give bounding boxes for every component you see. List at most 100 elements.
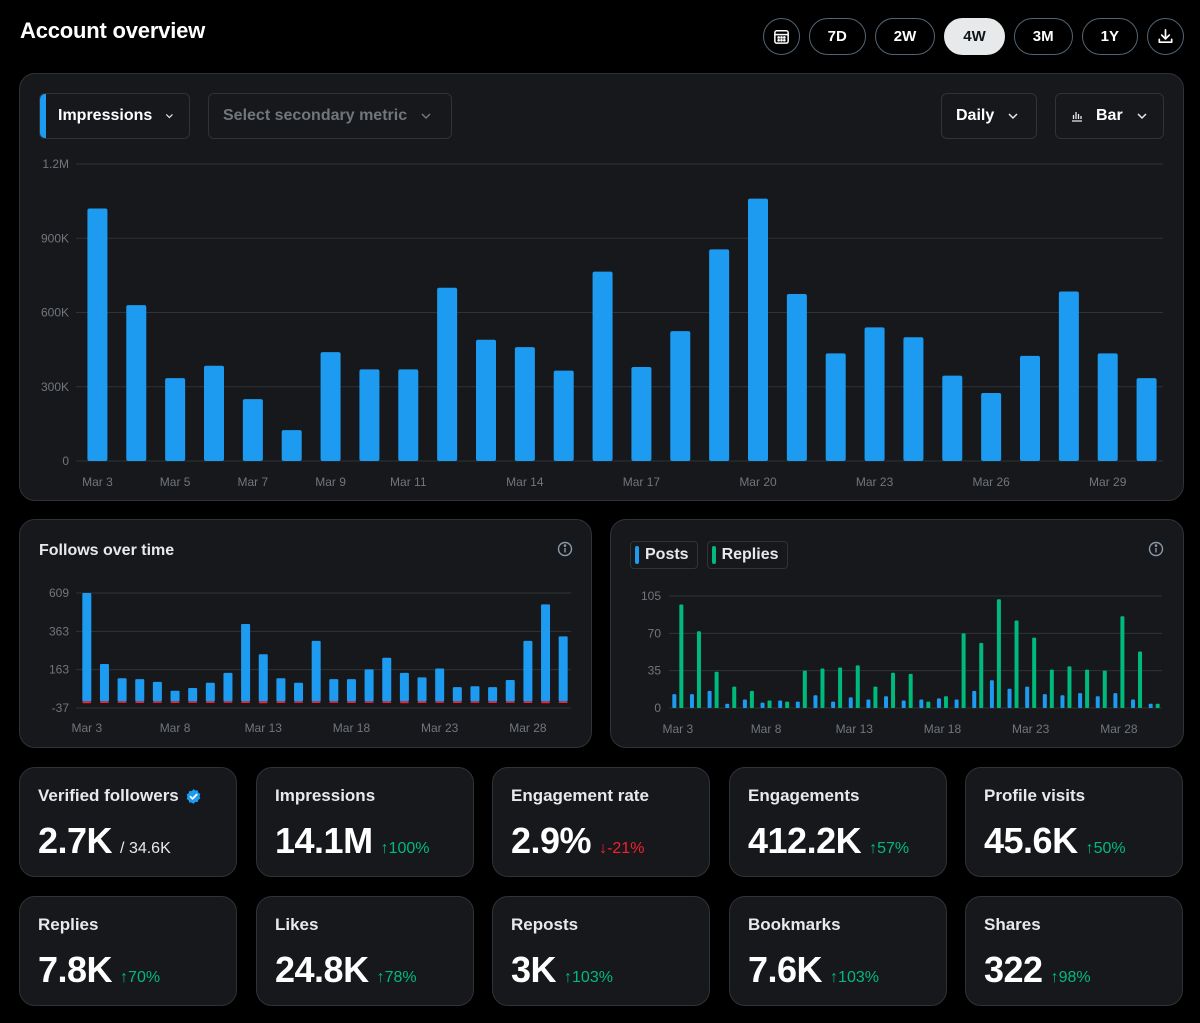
stat-value: 2.7K: [38, 820, 113, 861]
arrow-down-icon: ↓: [599, 840, 608, 857]
chevron-down-icon: [1137, 113, 1147, 120]
x-tick-label: Mar 20: [739, 475, 777, 489]
stat-card-profile-visits[interactable]: Profile visits 45.6K ↑50%: [965, 767, 1183, 877]
stat-label-text: Profile visits: [984, 786, 1086, 805]
y-tick-label: 35: [648, 664, 662, 678]
bar-posts: [672, 694, 677, 708]
bar-posts: [848, 697, 853, 708]
y-tick-label: 0: [62, 454, 69, 468]
stat-card-verified-followers[interactable]: Verified followers 2.7K / 34.6K: [19, 767, 237, 877]
stat-value-row: 7.8K ↑70%: [38, 949, 160, 991]
stat-delta: ↑103%: [564, 969, 613, 987]
bar-follows: [223, 672, 233, 702]
interval-dropdown[interactable]: Daily: [941, 93, 1037, 139]
stat-card-likes[interactable]: Likes 24.8K ↑78%: [256, 896, 474, 1006]
bar-posts: [813, 695, 818, 708]
bar-replies: [996, 599, 1001, 708]
info-icon[interactable]: [1147, 540, 1165, 558]
stat-value: 3K: [511, 949, 557, 990]
stat-card-replies[interactable]: Replies 7.8K ↑70%: [19, 896, 237, 1006]
x-tick-label: Mar 17: [623, 475, 661, 489]
legend-posts[interactable]: Posts: [630, 541, 698, 569]
bar-replies: [802, 670, 807, 708]
bar-replies: [961, 633, 966, 708]
bar-follows: [329, 679, 339, 702]
chart-type-label: Bar: [1096, 107, 1123, 124]
stat-value-row: 3K ↑103%: [511, 949, 613, 991]
range-1y-button[interactable]: 1Y: [1081, 18, 1138, 55]
download-icon: [1158, 28, 1173, 44]
stat-delta: ↑57%: [869, 840, 909, 858]
range-2w-button[interactable]: 2W: [874, 18, 936, 55]
arrow-up-icon: ↑: [830, 969, 839, 986]
bar-follows: [382, 657, 392, 702]
y-tick-label: -37: [52, 701, 70, 715]
stat-card-reposts[interactable]: Reposts 3K ↑103%: [492, 896, 710, 1006]
bar-follows: [294, 682, 304, 702]
date-range-bar: 7D 2W 4W 3M 1Y: [762, 18, 1184, 55]
stat-label-text: Replies: [38, 915, 99, 934]
bar-follows: [276, 678, 286, 702]
range-4w-button[interactable]: 4W: [944, 18, 1005, 55]
bar-impressions: [165, 378, 186, 461]
bar-posts: [778, 700, 783, 708]
bar-follows: [470, 686, 480, 702]
verified-badge-icon: [186, 788, 201, 804]
bar-replies: [908, 673, 913, 708]
x-tick-label: Mar 26: [972, 475, 1010, 489]
calendar-button[interactable]: [762, 18, 800, 55]
y-tick-label: 363: [49, 624, 69, 638]
x-tick-label: Mar 7: [238, 475, 269, 489]
stat-card-engagement-rate[interactable]: Engagement rate 2.9% ↓-21%: [492, 767, 710, 877]
y-tick-label: 163: [49, 663, 69, 677]
follows-bar-chart: -37 163 363 609 Mar 3 Mar 8 Mar 13 Mar 18 Mar 23…: [49, 586, 571, 735]
bar-posts: [1131, 699, 1136, 708]
info-icon[interactable]: [556, 540, 574, 558]
bar-posts: [742, 699, 747, 708]
bar-follows: [258, 654, 268, 702]
y-tick-label: 300K: [41, 380, 69, 394]
stat-label-text: Likes: [275, 915, 319, 934]
bar-follows: [170, 690, 180, 702]
bar-replies: [714, 671, 719, 708]
stat-card-engagements[interactable]: Engagements 412.2K ↑57%: [729, 767, 947, 877]
arrow-up-icon: ↑: [120, 969, 129, 986]
bar-follows: [435, 668, 445, 702]
posts-replies-chart-card: Posts Replies 0 35 70 105 Mar 3 Mar 8 Mar 13 Ma…: [610, 519, 1184, 748]
chevron-down-icon: [1008, 113, 1018, 120]
bar-unfollows: [435, 701, 445, 703]
bar-impressions: [204, 365, 224, 461]
stat-label-text: Impressions: [275, 786, 376, 805]
stat-card-bookmarks[interactable]: Bookmarks 7.6K ↑103%: [729, 896, 947, 1006]
range-7d-button[interactable]: 7D: [808, 18, 866, 55]
arrow-up-icon: ↑: [1050, 969, 1059, 986]
x-tick-label: Mar 29: [1089, 475, 1127, 489]
bar-follows: [346, 679, 356, 702]
bar-unfollows: [329, 701, 339, 703]
range-3m-button[interactable]: 3M: [1013, 18, 1073, 55]
stat-label: Bookmarks: [748, 915, 841, 935]
secondary-metric-placeholder: Select secondary metric: [223, 107, 408, 124]
legend-replies[interactable]: Replies: [706, 541, 788, 569]
bar-unfollows: [523, 701, 533, 704]
x-tick-label: Mar 28: [1100, 722, 1138, 736]
chart-type-dropdown[interactable]: Bar: [1055, 93, 1164, 139]
bar-posts: [795, 701, 800, 708]
bar-follows: [135, 679, 145, 702]
bar-posts: [884, 696, 889, 708]
stat-label-text: Shares: [984, 915, 1041, 934]
bar-unfollows: [311, 701, 321, 704]
stat-label: Engagements: [748, 786, 859, 806]
bar-impressions: [592, 271, 613, 461]
page-title: Account overview: [20, 18, 206, 43]
stat-card-shares[interactable]: Shares 322 ↑98%: [965, 896, 1183, 1006]
stat-card-impressions[interactable]: Impressions 14.1M ↑100%: [256, 767, 474, 877]
stat-label-text: Reposts: [511, 915, 579, 934]
download-button[interactable]: [1147, 18, 1184, 55]
primary-metric-dropdown[interactable]: Impressions: [39, 93, 190, 139]
bar-impressions: [476, 339, 496, 461]
stat-label-text: Engagement rate: [511, 786, 649, 805]
bar-impressions: [126, 305, 147, 461]
bar-replies: [785, 701, 790, 708]
secondary-metric-dropdown[interactable]: Select secondary metric: [208, 93, 452, 139]
